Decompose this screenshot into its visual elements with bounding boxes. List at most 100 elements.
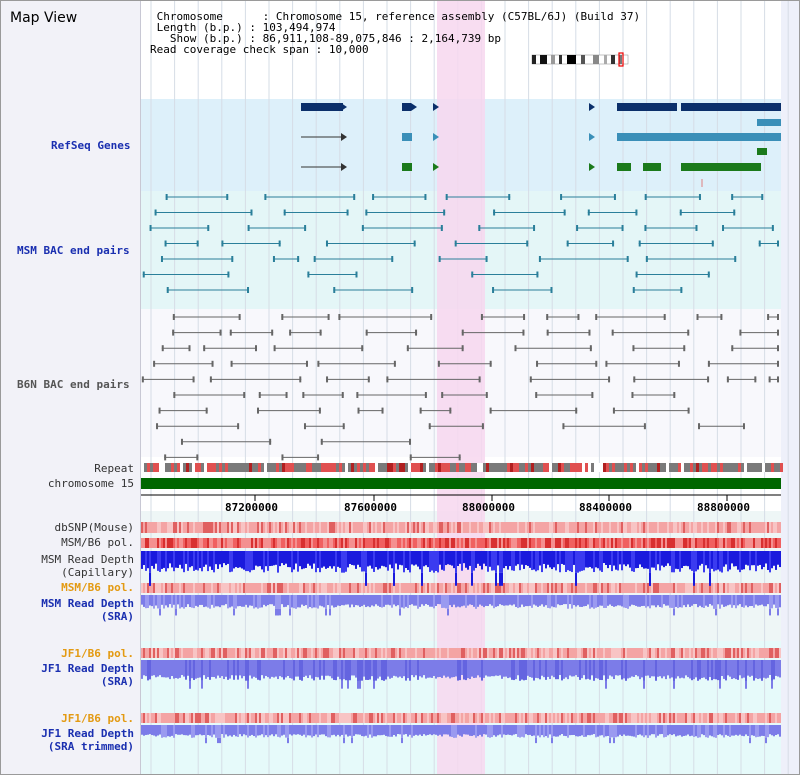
depth-bar xyxy=(663,725,665,738)
depth-bar xyxy=(623,725,625,735)
track-label-refseq[interactable]: RefSeq Genes xyxy=(51,139,131,152)
pol-cell xyxy=(143,713,145,723)
depth-bar xyxy=(263,725,265,738)
depth-bar xyxy=(183,660,185,677)
depth-bar xyxy=(775,725,777,736)
depth-bar xyxy=(365,595,367,608)
depth-bar xyxy=(425,725,427,736)
pol-cell xyxy=(565,713,567,723)
bac-end xyxy=(613,194,616,200)
pol-cell xyxy=(527,648,529,658)
pol-cell xyxy=(615,522,617,533)
pol-cell xyxy=(709,648,711,658)
repeat-cell xyxy=(666,463,669,472)
pol-cell xyxy=(653,713,655,723)
pol-cell xyxy=(249,583,251,593)
depth-bar xyxy=(693,725,695,737)
repeat-cell xyxy=(495,463,498,472)
pol-cell xyxy=(477,583,479,593)
depth-bar xyxy=(177,595,179,605)
repeat-cell xyxy=(765,463,768,472)
pol-cell xyxy=(187,648,189,658)
track-label-msm-b6-pol[interactable]: MSM/B6 pol. xyxy=(61,536,134,549)
pol-cell xyxy=(741,713,743,723)
pol-cell xyxy=(483,522,485,533)
pol-cell xyxy=(335,583,337,593)
depth-bar xyxy=(779,660,781,678)
pol-cell xyxy=(599,522,601,533)
pol-cell xyxy=(171,522,173,533)
track-label-msm-b6-pol-sra[interactable]: MSM/B6 pol. xyxy=(61,581,134,594)
pol-cell xyxy=(353,538,355,548)
track-label-jf1-read-depth-trimmed[interactable]: JF1 Read Depth (SRA trimmed) xyxy=(41,727,134,753)
depth-bar xyxy=(609,725,611,738)
track-label-dbsnp[interactable]: dbSNP(Mouse) xyxy=(54,521,134,534)
pol-cell xyxy=(505,522,507,533)
depth-bar xyxy=(321,551,323,568)
pol-cell xyxy=(629,583,631,593)
pol-cell xyxy=(775,522,777,533)
pol-cell xyxy=(731,713,733,723)
track-label-chromosome[interactable]: chromosome 15 xyxy=(47,477,134,490)
depth-bar xyxy=(613,660,615,680)
depth-bar xyxy=(343,660,345,680)
pol-cell xyxy=(761,648,763,658)
depth-bar xyxy=(291,725,293,736)
pol-cell xyxy=(331,713,333,723)
depth-bar xyxy=(281,551,283,564)
bac-end xyxy=(768,376,771,383)
pol-cell xyxy=(267,522,269,533)
pol-cell xyxy=(173,538,175,548)
track-label-msm-read-depth-capillary[interactable]: MSM Read Depth (Capillary) xyxy=(41,553,134,579)
pol-cell xyxy=(641,538,643,548)
depth-bar xyxy=(641,551,643,568)
repeat-cell xyxy=(435,463,438,472)
depth-bar xyxy=(147,660,149,681)
track-label-b6n-bac[interactable]: B6N BAC end pairs xyxy=(17,378,130,391)
depth-bar xyxy=(435,660,437,679)
pol-cell xyxy=(541,583,543,593)
repeat-cell xyxy=(342,463,345,472)
track-label-jf1-read-depth-sra[interactable]: JF1 Read Depth (SRA) xyxy=(41,662,134,688)
depth-bar xyxy=(537,725,539,736)
depth-bar xyxy=(455,551,457,573)
track-label-jf1-b6-pol[interactable]: JF1/B6 pol. xyxy=(61,647,134,660)
depth-bar xyxy=(471,551,473,573)
pol-cell xyxy=(179,648,181,658)
depth-bar xyxy=(345,595,347,605)
depth-bar xyxy=(487,595,489,607)
track-label-msm-bac[interactable]: MSM BAC end pairs xyxy=(17,244,130,257)
repeat-cell xyxy=(675,463,678,472)
pol-cell xyxy=(567,713,569,723)
repeat-cell xyxy=(489,463,492,472)
genome-track-canvas[interactable]: 87200000 87600000 88000000 88400000 88800000 xyxy=(141,1,799,774)
pol-cell xyxy=(585,522,587,533)
pol-cell xyxy=(531,522,533,533)
depth-bar xyxy=(453,660,455,678)
pol-cell xyxy=(325,583,327,593)
repeat-cell xyxy=(267,463,270,472)
depth-bar xyxy=(545,725,547,737)
depth-bar xyxy=(717,595,719,605)
depth-bar xyxy=(343,551,345,573)
pol-cell xyxy=(595,713,597,723)
depth-bar xyxy=(603,551,605,564)
track-label-repeat[interactable]: Repeat xyxy=(94,462,134,475)
depth-bar xyxy=(587,595,589,605)
pol-cell xyxy=(155,648,157,658)
bac-end xyxy=(303,423,306,430)
pol-cell xyxy=(573,522,575,533)
depth-spike xyxy=(149,572,151,586)
pol-cell xyxy=(347,713,349,723)
bac-end xyxy=(481,423,484,430)
depth-bar xyxy=(615,595,617,607)
pol-cell xyxy=(741,648,743,658)
pol-cell xyxy=(177,522,179,533)
pol-cell xyxy=(535,583,537,593)
pol-cell xyxy=(473,713,475,723)
track-label-jf1-b6-pol-trimmed[interactable]: JF1/B6 pol. xyxy=(61,712,134,725)
depth-bar xyxy=(369,660,371,680)
track-label-msm-read-depth-sra[interactable]: MSM Read Depth (SRA) xyxy=(41,597,134,623)
depth-bar xyxy=(605,725,607,737)
depth-bar xyxy=(449,725,451,737)
